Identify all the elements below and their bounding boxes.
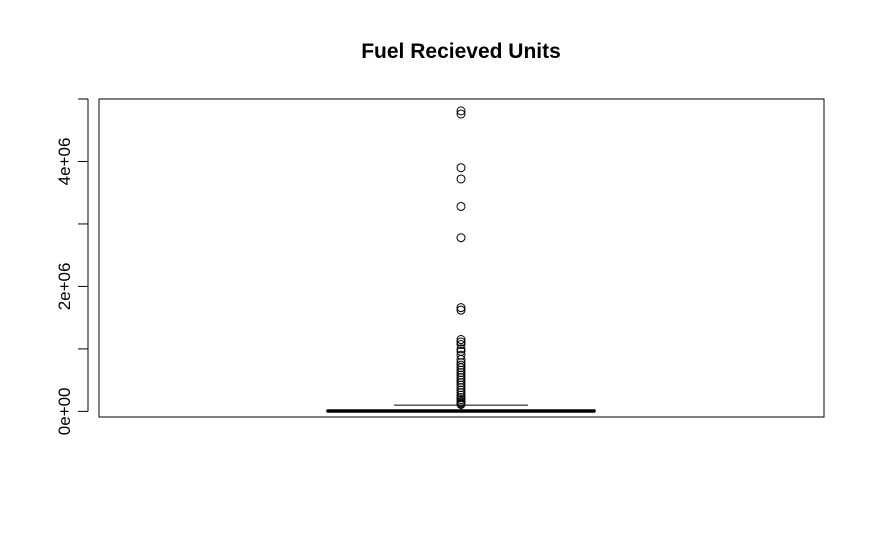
outlier-point bbox=[456, 373, 466, 383]
box bbox=[326, 404, 596, 413]
y-axis: 0e+00 2e+06 4e+06 bbox=[55, 98, 89, 436]
outlier-point bbox=[456, 350, 466, 360]
y-tick-label: 0e+00 bbox=[55, 388, 74, 436]
outlier-point bbox=[456, 335, 466, 345]
outlier-point bbox=[456, 174, 466, 184]
outlier-point bbox=[456, 233, 466, 243]
outlier-point bbox=[456, 375, 466, 385]
outlier-point bbox=[456, 358, 466, 368]
outlier-points bbox=[456, 106, 466, 410]
outlier-point bbox=[456, 106, 466, 116]
outlier-point bbox=[456, 365, 466, 375]
chart-title: Fuel Recieved Units bbox=[361, 40, 561, 63]
outlier-point bbox=[456, 109, 466, 119]
outlier-point bbox=[456, 383, 466, 393]
outlier-point bbox=[456, 163, 466, 173]
outlier-point bbox=[456, 388, 466, 398]
outlier-point bbox=[456, 390, 466, 400]
outlier-point bbox=[456, 340, 466, 350]
y-tick-label: 4e+06 bbox=[55, 138, 74, 186]
plot-frame bbox=[98, 98, 825, 418]
outlier-point bbox=[456, 337, 466, 347]
outlier-point bbox=[456, 385, 466, 395]
outlier-point bbox=[456, 400, 466, 410]
outlier-point bbox=[456, 378, 466, 388]
outlier-point bbox=[456, 305, 466, 315]
outlier-point bbox=[456, 370, 466, 380]
outlier-point bbox=[456, 303, 466, 313]
outlier-point bbox=[456, 368, 466, 378]
outlier-point bbox=[456, 380, 466, 390]
y-tick-label: 2e+06 bbox=[55, 263, 74, 311]
outlier-point bbox=[456, 363, 466, 373]
outlier-point bbox=[456, 344, 466, 354]
outlier-point bbox=[456, 201, 466, 211]
outlier-point bbox=[456, 360, 466, 370]
